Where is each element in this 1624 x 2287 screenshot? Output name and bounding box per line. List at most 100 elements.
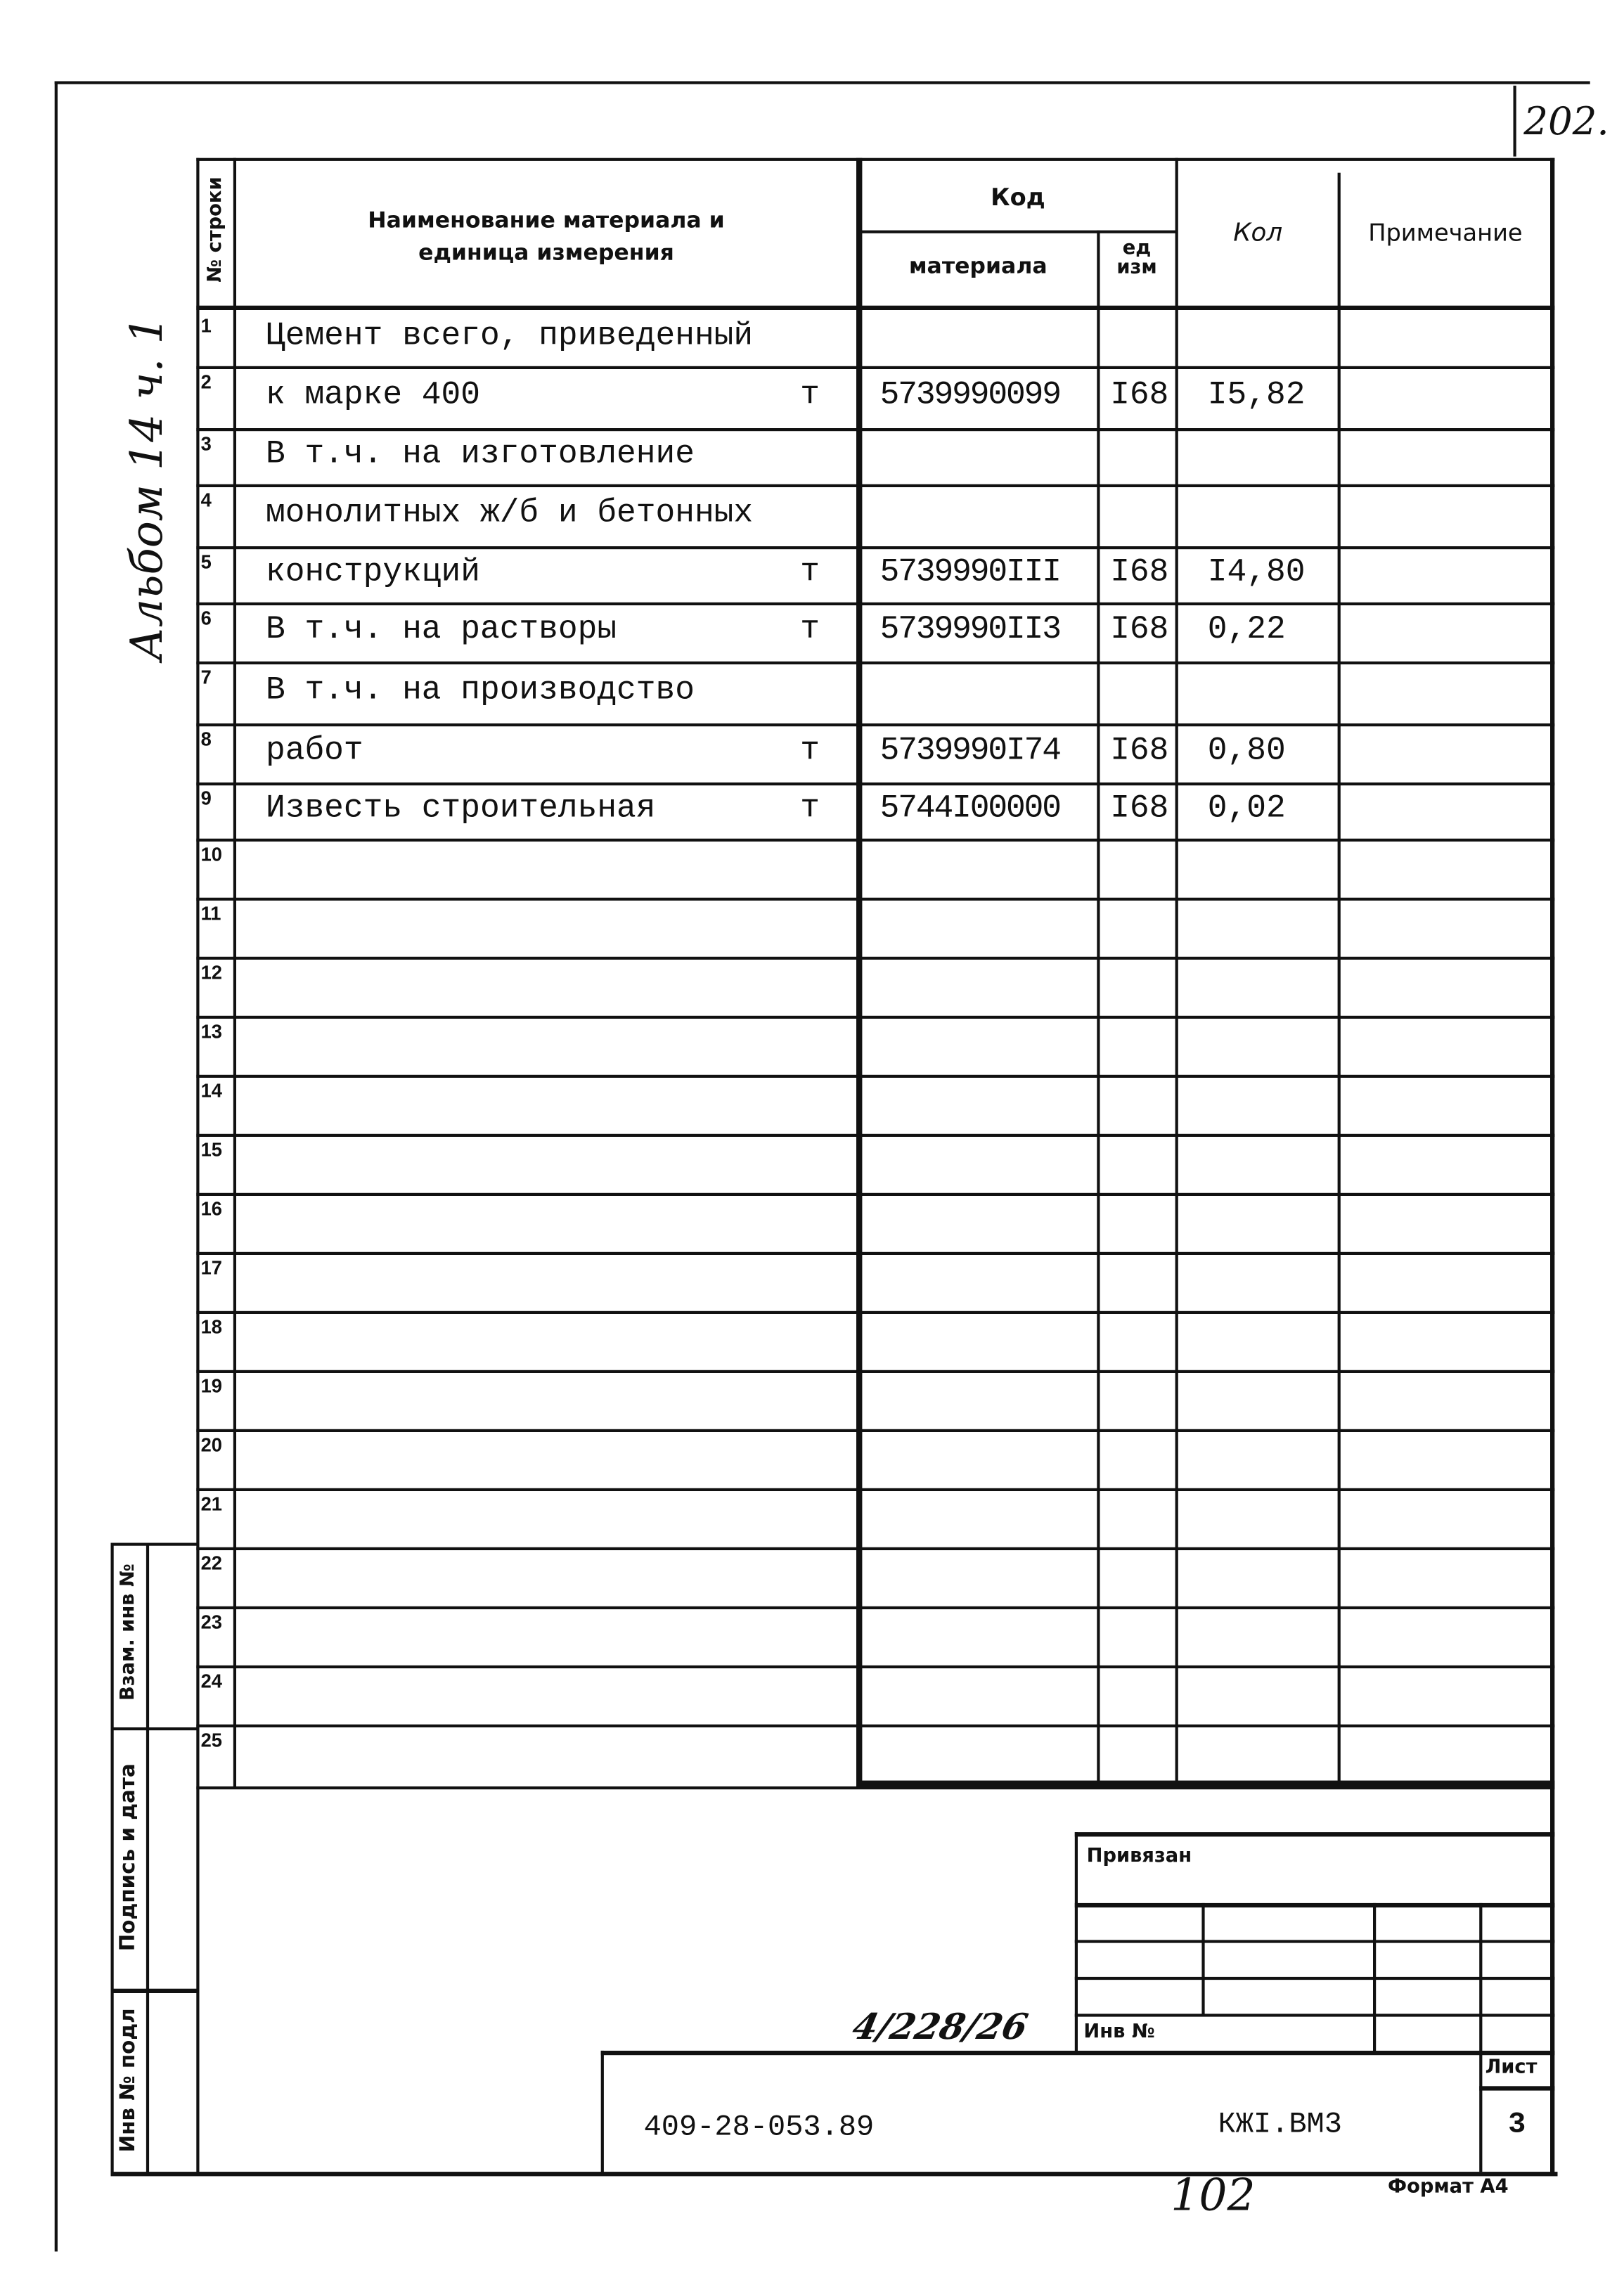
stamp-mark: КЖI.ВМ3 bbox=[1218, 2108, 1342, 2143]
row-line bbox=[196, 1488, 1555, 1491]
header-name-line2: единица измерения bbox=[418, 239, 674, 266]
row-number: 5 bbox=[200, 550, 212, 573]
stamp-line bbox=[1074, 1976, 1555, 1980]
side-inv-orig: Инв № подл bbox=[116, 2008, 141, 2153]
material-name: В т.ч. на растворы bbox=[265, 611, 617, 648]
row-line bbox=[196, 484, 1555, 487]
row-number: 6 bbox=[200, 607, 212, 629]
row-line bbox=[196, 1370, 1555, 1373]
stamp-line bbox=[1479, 2086, 1555, 2091]
row-line bbox=[196, 366, 1555, 369]
table-right bbox=[1550, 157, 1555, 2174]
row-line bbox=[196, 1251, 1555, 1255]
row-line bbox=[196, 723, 1555, 727]
row-number: 20 bbox=[200, 1434, 222, 1456]
row-line bbox=[196, 1133, 1555, 1137]
format-label: Формат А4 bbox=[1387, 2176, 1509, 2198]
row-number: 1 bbox=[200, 314, 212, 337]
header-material: материала bbox=[908, 252, 1048, 279]
row-number: 24 bbox=[200, 1670, 222, 1692]
row-number: 10 bbox=[200, 843, 222, 865]
row-line bbox=[196, 1192, 1555, 1196]
row-number: 13 bbox=[200, 1020, 222, 1043]
col-line bbox=[1337, 172, 1340, 1785]
header-bottom bbox=[196, 305, 1555, 310]
row-line bbox=[196, 1074, 1555, 1078]
row-number: 22 bbox=[200, 1552, 222, 1574]
stamp-inv-no: Инв № bbox=[1083, 2021, 1155, 2044]
material-name: к марке 400 bbox=[265, 376, 480, 414]
row-line bbox=[196, 661, 1555, 664]
row-line bbox=[196, 1724, 1555, 1727]
material-name: конструкций bbox=[265, 553, 480, 591]
row-line bbox=[196, 1310, 1555, 1314]
material-code: 5744I00000 bbox=[879, 790, 1062, 827]
unit-code: I68 bbox=[1110, 376, 1169, 414]
stamp-line bbox=[1074, 1902, 1555, 1907]
quantity: 0,22 bbox=[1207, 611, 1286, 648]
table-top bbox=[196, 157, 1555, 161]
side-signature-date: Подпись и дата bbox=[116, 1763, 141, 1952]
header-name: Наименование материала и единица измерен… bbox=[236, 204, 856, 269]
row-number: 12 bbox=[200, 961, 222, 984]
header-unit-code: ед изм bbox=[1116, 238, 1157, 279]
outer-frame-left bbox=[54, 81, 57, 2252]
stamp-line bbox=[1372, 1902, 1376, 2052]
side-handwriting: Альбом 14 ч. 1 bbox=[122, 316, 174, 661]
row-number: 23 bbox=[200, 1611, 222, 1633]
material-name: В т.ч. на изготовление bbox=[265, 435, 695, 473]
side-strip-left bbox=[110, 1542, 114, 2175]
stamp-line bbox=[1074, 1940, 1555, 1943]
stamp-line bbox=[1074, 1832, 1555, 1837]
col-line bbox=[1097, 230, 1100, 1785]
unit: т bbox=[800, 790, 820, 827]
side-strip-inner bbox=[146, 1542, 149, 2175]
stamp-line bbox=[600, 2050, 604, 2174]
material-name: монолитных ж/б и бетонных bbox=[265, 494, 754, 532]
material-code: 5739990III bbox=[879, 553, 1062, 591]
table-bottom-bold bbox=[856, 1780, 1555, 1786]
material-code: 5739990II3 bbox=[879, 611, 1062, 648]
unit-code: I68 bbox=[1110, 732, 1169, 770]
material-name: Известь строительная bbox=[265, 790, 656, 827]
row-line bbox=[196, 602, 1555, 605]
side-strip-top bbox=[110, 1542, 200, 1546]
row-line bbox=[196, 1015, 1555, 1019]
side-divider bbox=[110, 1988, 200, 1993]
row-number: 14 bbox=[200, 1079, 222, 1102]
stamp-sheet: 3 bbox=[1508, 2108, 1526, 2143]
side-replace-inv: Взам. инв № bbox=[117, 1564, 140, 1701]
header-code: Код bbox=[991, 183, 1045, 212]
material-name: В т.ч. на производство bbox=[265, 671, 695, 709]
page-number-divider bbox=[1513, 85, 1516, 157]
col-line bbox=[233, 157, 236, 1789]
quantity: 0,02 bbox=[1207, 790, 1286, 827]
row-line bbox=[196, 1606, 1555, 1609]
stamp-line bbox=[1074, 2014, 1555, 2017]
material-name: Цемент всего, приведенный bbox=[265, 317, 754, 354]
header-qty: Кол bbox=[1233, 218, 1283, 248]
material-name: работ bbox=[265, 732, 363, 770]
header-row-no: № строки bbox=[204, 176, 227, 283]
page-number: 202. bbox=[1523, 100, 1609, 145]
unit-code: I68 bbox=[1110, 790, 1169, 827]
row-line bbox=[196, 897, 1555, 901]
row-line bbox=[196, 956, 1555, 960]
row-number: 7 bbox=[200, 666, 212, 688]
quantity: I4,80 bbox=[1207, 553, 1306, 591]
unit: т bbox=[800, 553, 820, 591]
col-line bbox=[1175, 157, 1178, 1785]
stamp-line bbox=[1074, 1832, 1078, 2054]
code-divider bbox=[859, 230, 1177, 233]
unit: т bbox=[800, 611, 820, 648]
row-number: 11 bbox=[200, 902, 221, 925]
stamp-sheet-label: Лист bbox=[1485, 2056, 1538, 2079]
row-number: 19 bbox=[200, 1374, 222, 1397]
row-line bbox=[196, 1547, 1555, 1550]
row-number: 17 bbox=[200, 1256, 222, 1279]
row-number: 3 bbox=[200, 432, 212, 455]
stamp-inv-handwritten: 4/228/26 bbox=[849, 2004, 1032, 2048]
row-number: 21 bbox=[200, 1493, 222, 1515]
row-number: 25 bbox=[200, 1729, 222, 1751]
